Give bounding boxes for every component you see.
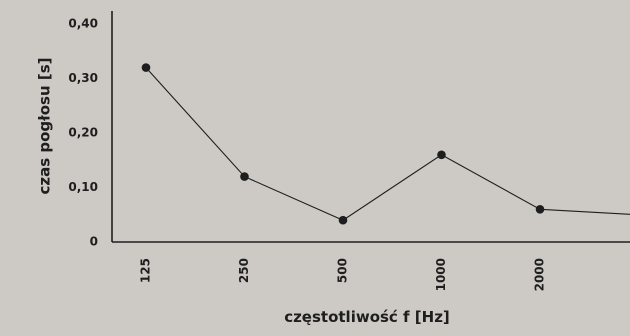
- x-tick-labels: 125250500100020004000: [139, 258, 547, 291]
- y-tick-label: 0,40: [68, 17, 98, 31]
- data-point: [437, 150, 446, 160]
- series: [141, 63, 630, 225]
- data-point: [535, 205, 545, 214]
- x-tick-label: 125: [139, 258, 153, 283]
- x-axis-title: częstotliwość f [Hz]: [284, 308, 450, 326]
- y-tick-label: 0,30: [68, 71, 98, 85]
- y-axis-title: czas pogłosu [s]: [36, 57, 54, 194]
- x-tick-label: 1000: [434, 258, 448, 291]
- y-tick-label: 0,10: [68, 180, 98, 194]
- axes: [111, 11, 630, 243]
- y-tick-label: 0,20: [68, 126, 98, 140]
- y-tick-label: 0: [90, 235, 98, 249]
- data-point: [141, 63, 151, 72]
- series-line: [145, 67, 630, 221]
- x-tick-label: 250: [237, 258, 251, 283]
- data-point: [240, 172, 249, 181]
- data-point: [338, 215, 348, 225]
- x-tick-label: 500: [336, 258, 350, 283]
- x-tick-label: 2000: [533, 258, 547, 291]
- y-tick-labels: 0 0,10 0,20 0,30 0,40: [68, 17, 98, 249]
